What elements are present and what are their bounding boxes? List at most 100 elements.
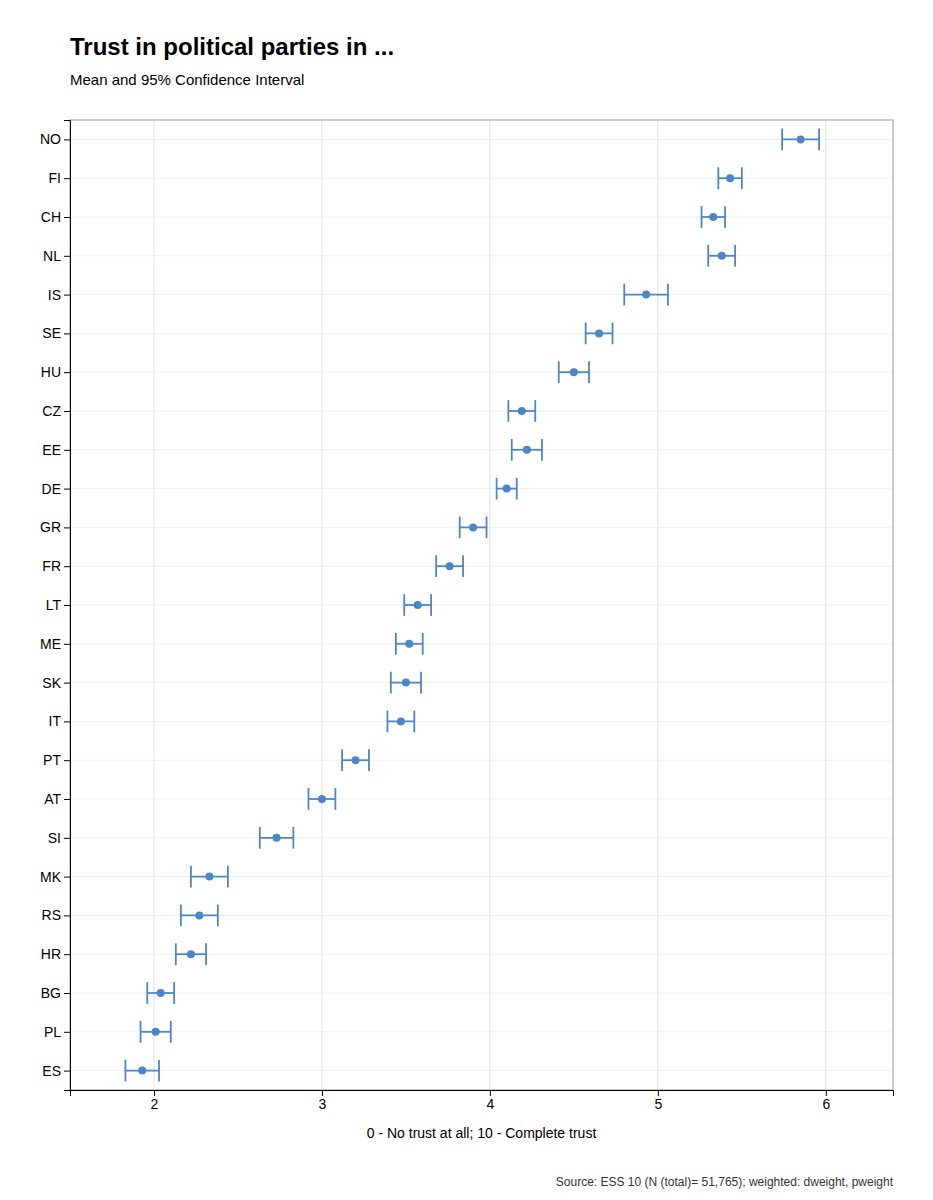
error-cap-lower bbox=[511, 439, 513, 461]
y-tick-mark bbox=[64, 838, 70, 839]
x-tick-label: 3 bbox=[319, 1096, 327, 1112]
y-tick-mark bbox=[64, 760, 70, 761]
y-tick-mark bbox=[64, 489, 70, 490]
y-tick: DE bbox=[42, 481, 70, 497]
mean-dot bbox=[318, 795, 326, 803]
error-cap-upper bbox=[205, 943, 207, 965]
y-tick: EE bbox=[42, 442, 70, 458]
grid-line-y bbox=[70, 799, 893, 800]
error-cap-lower bbox=[190, 866, 192, 888]
y-tick: LT bbox=[46, 597, 70, 613]
ci-row bbox=[396, 633, 423, 655]
error-cap-lower bbox=[140, 1021, 142, 1043]
ci-row bbox=[342, 749, 369, 771]
ci-row bbox=[497, 478, 517, 500]
x-axis-title: 0 - No trust at all; 10 - Complete trust bbox=[367, 1125, 597, 1141]
y-tick: IS bbox=[48, 287, 70, 303]
error-cap-lower bbox=[507, 400, 509, 422]
error-cap-upper bbox=[430, 594, 432, 616]
y-tick: ME bbox=[40, 636, 70, 652]
y-tick-label: SE bbox=[42, 325, 61, 341]
y-tick-label: ME bbox=[40, 636, 61, 652]
y-tick-mark bbox=[64, 683, 70, 684]
y-tick-label: IS bbox=[48, 287, 61, 303]
grid-line-y bbox=[70, 527, 893, 528]
grid-line-y bbox=[70, 411, 893, 412]
grid-line-y bbox=[70, 643, 893, 644]
x-tick-label: 2 bbox=[151, 1096, 159, 1112]
grid-line-y bbox=[70, 488, 893, 489]
error-cap-upper bbox=[818, 129, 820, 151]
mean-dot bbox=[414, 601, 422, 609]
y-tick-mark bbox=[64, 566, 70, 567]
mean-dot bbox=[273, 834, 281, 842]
y-tick-label: SK bbox=[42, 675, 61, 691]
mean-dot bbox=[205, 873, 213, 881]
error-cap-upper bbox=[724, 206, 726, 228]
error-cap-lower bbox=[496, 478, 498, 500]
y-tick-mark bbox=[64, 721, 70, 722]
error-cap-upper bbox=[170, 1021, 172, 1043]
grid-line-y bbox=[70, 1070, 893, 1071]
error-cap-upper bbox=[588, 361, 590, 383]
mean-dot bbox=[187, 950, 195, 958]
y-tick-mark bbox=[64, 877, 70, 878]
y-tick: SK bbox=[42, 675, 70, 691]
ci-row bbox=[512, 439, 542, 461]
grid-line-y bbox=[70, 605, 893, 606]
error-cap-upper bbox=[413, 711, 415, 733]
ci-row bbox=[125, 1060, 159, 1082]
y-tick-label: LT bbox=[46, 597, 62, 613]
y-tick-label: HR bbox=[41, 946, 61, 962]
y-tick: HU bbox=[41, 364, 70, 380]
y-tick: RS bbox=[42, 907, 70, 923]
chart-container: Trust in political parties in ... Mean an… bbox=[0, 0, 933, 1200]
x-tick: 3 bbox=[319, 1090, 327, 1112]
y-tick-mark bbox=[64, 1032, 70, 1033]
ci-row bbox=[404, 594, 431, 616]
y-tick-label: IT bbox=[49, 713, 62, 729]
y-tick: CZ bbox=[42, 403, 70, 419]
error-cap-lower bbox=[395, 633, 397, 655]
ci-row bbox=[782, 129, 819, 151]
y-tick-mark bbox=[64, 644, 70, 645]
y-tick-label: MK bbox=[40, 869, 62, 885]
error-cap-upper bbox=[667, 284, 669, 306]
ci-row bbox=[387, 711, 414, 733]
error-cap-upper bbox=[227, 866, 229, 888]
mean-dot bbox=[595, 329, 603, 337]
mean-dot bbox=[352, 756, 360, 764]
mean-dot bbox=[469, 523, 477, 531]
error-cap-upper bbox=[734, 245, 736, 267]
ci-row bbox=[559, 361, 589, 383]
grid-line-y bbox=[70, 217, 893, 218]
plot-area: 23456NOFICHNLISSEHUCZEEDEGRFRLTMESKITPTA… bbox=[40, 120, 894, 1141]
mean-dot bbox=[642, 291, 650, 299]
y-tick: HR bbox=[41, 946, 70, 962]
grid-line-y bbox=[70, 721, 893, 722]
error-cap-lower bbox=[390, 672, 392, 694]
x-tick: 2 bbox=[151, 1090, 159, 1112]
grid-line-y bbox=[70, 1031, 893, 1032]
mean-dot bbox=[152, 1028, 160, 1036]
grid-line-y bbox=[70, 178, 893, 179]
y-tick-mark bbox=[64, 954, 70, 955]
mean-dot bbox=[397, 717, 405, 725]
ci-row bbox=[624, 284, 668, 306]
error-cap-upper bbox=[741, 167, 743, 189]
mean-dot bbox=[523, 446, 531, 454]
error-cap-lower bbox=[623, 284, 625, 306]
ci-row bbox=[181, 905, 218, 927]
y-tick-mark bbox=[64, 372, 70, 373]
error-cap-lower bbox=[146, 982, 148, 1004]
title: Trust in political parties in ... bbox=[70, 33, 394, 60]
y-tick-mark bbox=[64, 605, 70, 606]
subtitle: Mean and 95% Confidence Interval bbox=[70, 71, 304, 88]
error-cap-lower bbox=[707, 245, 709, 267]
y-tick-mark bbox=[64, 450, 70, 451]
y-tick-mark bbox=[64, 915, 70, 916]
mean-dot bbox=[709, 213, 717, 221]
error-cap-lower bbox=[781, 129, 783, 151]
error-cap-upper bbox=[217, 905, 219, 927]
error-cap-lower bbox=[459, 517, 461, 539]
